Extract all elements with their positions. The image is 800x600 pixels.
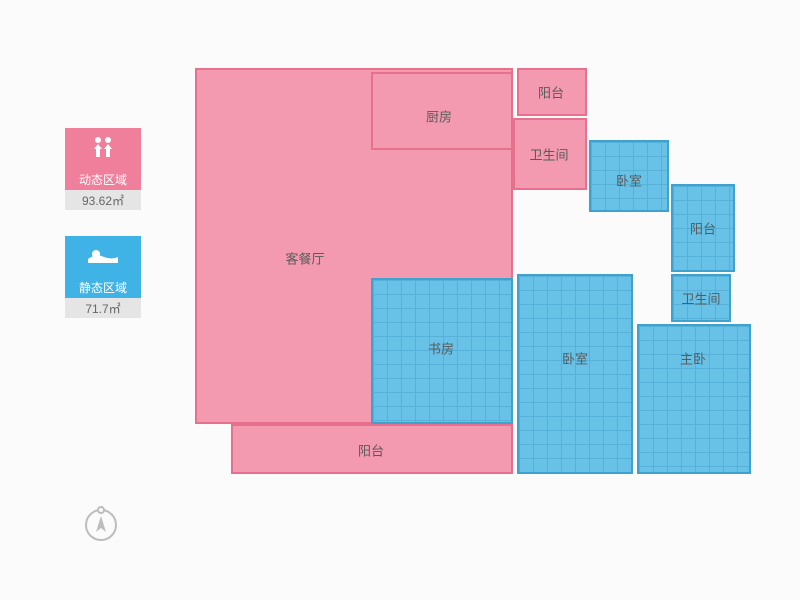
legend-dynamic-icon [65,128,141,168]
legend-dynamic-label: 动态区域 [65,168,141,190]
room-label-balcony-n: 阳台 [538,83,564,102]
legend-static-icon [65,236,141,276]
room-label-bed3: 卧室 [616,171,642,190]
room-label-bath2: 卫生间 [681,289,720,308]
room-bed2 [517,274,633,474]
legend-static-value: 71.7㎡ [65,298,141,318]
legend-dynamic-value: 93.62㎡ [65,190,141,210]
room-label-study: 书房 [428,339,454,358]
people-icon [88,135,118,161]
room-label-bed2: 卧室 [562,349,588,368]
compass-icon [82,506,120,544]
room-label-living: 客餐厅 [285,249,324,268]
legend-static: 静态区域 71.7㎡ [65,236,141,318]
legend-static-label: 静态区域 [65,276,141,298]
room-label-balcony-e: 阳台 [690,219,716,238]
room-label-balcony-s: 阳台 [358,441,384,460]
legend-dynamic: 动态区域 93.62㎡ [65,128,141,210]
floor-plan: 客餐厅厨房阳台卫生间阳台书房卧室卧室阳台卫生间主卧 [195,68,755,504]
sleep-icon [86,245,120,267]
room-label-master: 主卧 [680,349,706,368]
room-master [637,324,751,474]
room-label-kitchen: 厨房 [426,107,452,126]
room-label-bath1: 卫生间 [529,145,568,164]
